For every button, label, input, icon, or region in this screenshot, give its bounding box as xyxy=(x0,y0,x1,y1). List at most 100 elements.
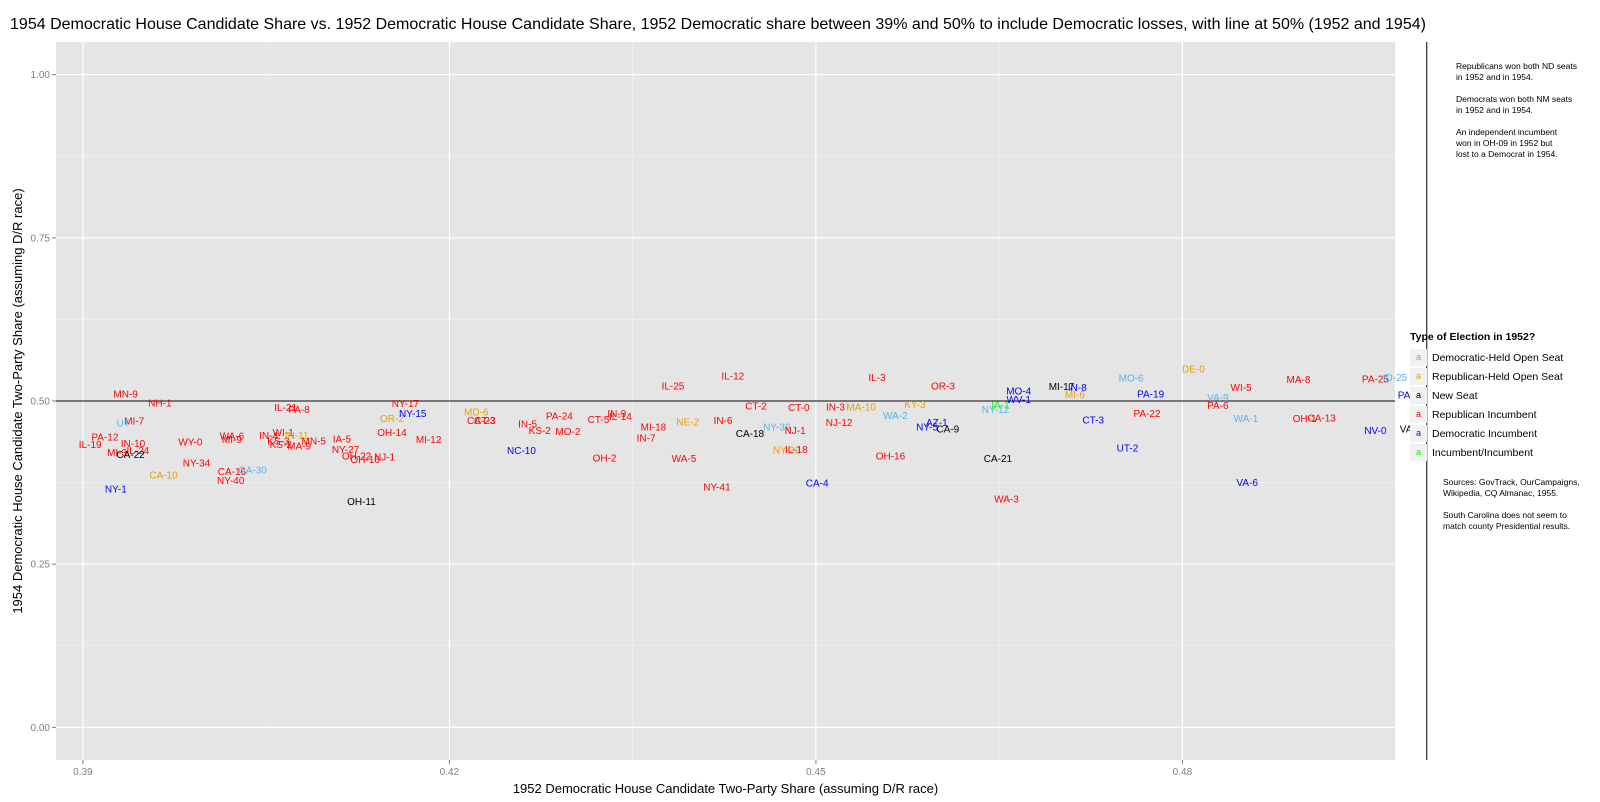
district-label-ks-2: KS-2 xyxy=(529,426,552,437)
district-label-pa-19: PA-19 xyxy=(1137,389,1164,400)
district-label-pa-22: PA-22 xyxy=(1133,409,1160,420)
district-label-ny-22: NY-22 xyxy=(773,445,801,456)
district-label-ca-18: CA-18 xyxy=(736,429,765,440)
district-label-mi-3: MI-3 xyxy=(107,448,127,459)
district-label-ut-2: UT-2 xyxy=(1117,443,1139,454)
district-label-ny-17: NY-17 xyxy=(392,399,420,410)
axis-ticks: 0.39 0.42 0.45 0.48 0.00 0.25 0.50 0.75 1.00 xyxy=(31,70,1193,778)
district-label-ct-5: CT-5 xyxy=(588,415,610,426)
district-label-mi-7: MI-7 xyxy=(124,417,144,428)
district-label-ny-12: NY-12 xyxy=(982,405,1010,416)
district-label-mo-2: MO-2 xyxy=(555,427,580,438)
district-label-ny-40: NY-40 xyxy=(217,476,245,487)
district-label-oh-11: OH-11 xyxy=(347,497,376,508)
district-label-oh-2: OH-2 xyxy=(593,453,617,464)
district-label-ca-23: CA-23 xyxy=(467,416,496,427)
district-label-ia-1: IA-1 xyxy=(991,400,1010,411)
district-label-in-4: IN-4 xyxy=(259,431,278,442)
x-tick-label: 0.42 xyxy=(440,767,460,778)
district-label-ny-39: NY-39 xyxy=(763,423,791,434)
y-axis-title: 1954 Democratic House Candidate Two-Part… xyxy=(10,188,25,613)
legend-key-glyph: a xyxy=(1410,368,1427,385)
legend-label: Republican-Held Open Seat xyxy=(1432,370,1563,383)
district-label-ct-3: CT-3 xyxy=(474,416,496,427)
legend-label: Incumbent/Incumbent xyxy=(1432,446,1533,459)
district-label-mi-12: MI-12 xyxy=(416,435,442,446)
y-tick-label: 1.00 xyxy=(31,70,51,81)
district-label-wa-2: WA-2 xyxy=(883,411,908,422)
y-tick-label: 0.75 xyxy=(31,233,51,244)
district-label-wi-5: WI-5 xyxy=(1231,383,1253,394)
district-label-nj-1: NJ-1 xyxy=(374,453,396,464)
district-label-il-3: IL-3 xyxy=(868,373,886,384)
district-label-ky-3: KY-3 xyxy=(904,400,926,411)
district-label-in-11: IN-11 xyxy=(285,431,309,442)
district-label-pa-8: PA-8 xyxy=(288,405,310,416)
district-label-oh-1: OH-1 xyxy=(1293,414,1317,425)
district-label-ma-9: MA-9 xyxy=(287,442,311,453)
district-label-ny-34: NY-34 xyxy=(183,459,211,470)
district-label-ca-10: CA-10 xyxy=(149,470,178,481)
y-tick-label: 0.00 xyxy=(31,723,51,734)
district-label-pa-6: PA-6 xyxy=(1207,401,1229,412)
district-label-nv-0: NV-0 xyxy=(1364,426,1387,437)
legend-label: Democratic Incumbent xyxy=(1432,427,1538,440)
district-label-ma-8: MA-8 xyxy=(1287,375,1311,386)
legend-label: Republican Incumbent xyxy=(1432,408,1537,421)
district-label-mi-18: MI-18 xyxy=(641,423,667,434)
district-label-md-6: MD-6 xyxy=(464,408,489,419)
district-label-in-5: IN-5 xyxy=(518,419,537,430)
district-label-az-1: AZ-1 xyxy=(926,418,948,429)
district-label-nc-10: NC-10 xyxy=(507,446,536,457)
district-label-il-19: IL-19 xyxy=(79,440,102,451)
district-label-ct-3: CT-3 xyxy=(1082,415,1104,426)
district-label-mi-17: MI-17 xyxy=(1049,382,1075,393)
district-label-oh-16: OH-16 xyxy=(876,451,906,462)
legend-item: a Republican Incumbent xyxy=(1410,405,1590,424)
district-label-ma-10: MA-10 xyxy=(846,402,876,413)
legend-label: New Seat xyxy=(1432,389,1478,402)
legend-key-glyph: a xyxy=(1410,349,1427,366)
district-label-mn-5: MN-5 xyxy=(302,436,327,447)
district-label-ny-15: NY-15 xyxy=(399,409,427,420)
district-label-mo-4: MO-4 xyxy=(1006,387,1031,398)
district-label-de-0: DE-0 xyxy=(1182,365,1205,376)
district-label-mi-9: MI-9 xyxy=(222,435,242,446)
district-label-in-7: IN-7 xyxy=(637,434,656,445)
district-label-ca-30: CA-30 xyxy=(239,466,268,477)
district-label-ny-27: NY-27 xyxy=(332,445,360,456)
district-label-il-25: IL-25 xyxy=(662,381,685,392)
district-label-nh-1: NH-1 xyxy=(148,398,172,409)
district-label-ne-2: NE-2 xyxy=(676,417,699,428)
district-label-in-8: IN-8 xyxy=(1068,383,1087,394)
legend-title: Type of Election in 1952? xyxy=(1410,331,1536,343)
district-label-wa-5: WA-5 xyxy=(672,454,697,465)
district-label-va-9: VA-9 xyxy=(1207,393,1229,404)
district-label-wa-6: WA-6 xyxy=(220,432,245,443)
district-label-ct-0: CT-0 xyxy=(788,403,810,414)
x-tick-label: 0.39 xyxy=(73,767,93,778)
legend: Type of Election in 1952? a Democratic-He… xyxy=(1410,331,1590,462)
district-label-ny-1: NY-1 xyxy=(105,485,127,496)
district-label-wy-0: WY-0 xyxy=(178,438,203,449)
district-label-ct-2: CT-2 xyxy=(745,402,767,413)
district-label-il-14: IL-14 xyxy=(609,412,632,423)
y-tick-label: 0.50 xyxy=(31,397,51,408)
district-label-pa-24: PA-24 xyxy=(546,412,573,423)
chart-title: 1954 Democratic House Candidate Share vs… xyxy=(10,16,1426,33)
legend-item: a Democratic-Held Open Seat xyxy=(1410,348,1590,367)
x-tick-label: 0.48 xyxy=(1173,767,1193,778)
y-tick-label: 0.25 xyxy=(31,560,51,571)
district-label-mi-6: MI-6 xyxy=(1065,390,1085,401)
annotation-note-states: Republicans won both ND seats in 1952 an… xyxy=(1456,61,1577,159)
legend-items: a Democratic-Held Open Seat a Republican-He… xyxy=(1410,348,1590,462)
district-label-or-3: OR-3 xyxy=(931,381,955,392)
district-label-in-10: IN-10 xyxy=(121,439,146,450)
district-label-ny-41: NY-41 xyxy=(703,483,731,494)
district-label-wi-1: WI-1 xyxy=(273,428,295,439)
district-label-ks-3: KS-3 xyxy=(267,436,290,447)
x-tick-label: 0.45 xyxy=(806,767,826,778)
annotation-note-sources: Sources: GovTrack, OurCampaigns, Wikiped… xyxy=(1443,477,1580,531)
